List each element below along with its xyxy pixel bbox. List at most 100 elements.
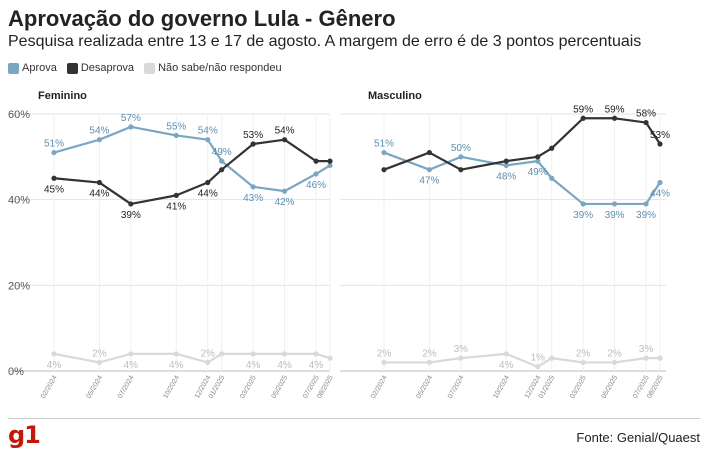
- data-point-desaprova: [173, 192, 179, 198]
- data-point-aprova: [426, 167, 433, 173]
- data-point-nao-sabe: [580, 359, 586, 366]
- series-line-desaprova: [383, 117, 661, 171]
- legend-label-nao-sabe: Não sabe/não respondeu: [158, 62, 282, 74]
- data-label-aprova: 42%: [275, 197, 295, 208]
- series-line-nao-sabe: [384, 352, 660, 368]
- legend-label-aprova: Aprova: [22, 62, 57, 74]
- data-label-nao-sabe: 2%: [422, 348, 437, 359]
- data-label-desaprova: 44%: [89, 189, 109, 200]
- data-label-aprova: 51%: [374, 139, 394, 150]
- data-label-aprova: 54%: [89, 126, 109, 137]
- data-point-aprova: [611, 201, 618, 207]
- data-label-aprova: 54%: [198, 126, 218, 137]
- data-point-desaprova: [128, 201, 134, 207]
- data-point-desaprova: [281, 137, 288, 143]
- x-tick-label: 07/2024: [447, 374, 466, 400]
- data-point-desaprova: [503, 158, 509, 164]
- data-point-aprova: [96, 137, 103, 143]
- legend-swatch-aprova: [8, 62, 19, 74]
- source-note: Fonte: Genial/Quaest: [576, 430, 700, 445]
- data-point-nao-sabe: [535, 364, 541, 370]
- data-point-nao-sabe: [96, 359, 103, 366]
- legend: Aprova Desaprova Não sabe/não respondeu: [8, 62, 282, 74]
- legend-item-nao-sabe: Não sabe/não respondeu: [144, 62, 282, 74]
- data-point-desaprova: [458, 167, 464, 173]
- data-point-desaprova: [327, 158, 333, 164]
- data-point-desaprova: [611, 115, 618, 121]
- data-point-nao-sabe: [205, 359, 211, 366]
- data-point-desaprova: [426, 149, 433, 156]
- data-label-aprova: 49%: [212, 147, 232, 158]
- series-line-aprova: [53, 125, 331, 193]
- y-tick-label: 0%: [8, 366, 24, 378]
- x-tick-label: 05/2024: [85, 374, 104, 400]
- data-point-aprova: [281, 188, 288, 194]
- data-label-nao-sabe: 2%: [377, 348, 392, 359]
- data-point-aprova: [580, 201, 586, 207]
- x-tick-label: 02/2024: [370, 374, 389, 400]
- x-tick-label: 03/2025: [239, 374, 258, 400]
- data-point-desaprova: [219, 167, 225, 173]
- data-point-desaprova: [643, 119, 649, 126]
- data-label-nao-sabe: 4%: [47, 360, 62, 371]
- data-point-aprova: [205, 137, 211, 143]
- data-point-aprova: [128, 124, 134, 130]
- data-label-nao-sabe: 2%: [92, 348, 107, 359]
- chart-area: Feminino 0% 20% 40% 60% 02/2024 05/2024 07/2024…: [8, 90, 670, 400]
- data-label-nao-sabe: 4%: [124, 360, 139, 371]
- data-point-desaprova: [96, 179, 103, 186]
- data-label-aprova: 46%: [306, 180, 326, 191]
- legend-swatch-desaprova: [66, 62, 78, 74]
- data-label-nao-sabe: 4%: [309, 360, 324, 371]
- x-tick-label: 05/2025: [601, 374, 620, 400]
- data-point-nao-sabe: [327, 355, 333, 361]
- g1-logo: g1: [8, 421, 41, 449]
- chart-subtitle: Pesquisa realizada entre 13 e 17 de agos…: [8, 33, 642, 50]
- data-label-desaprova: 44%: [198, 189, 218, 200]
- data-label-aprova: 44%: [650, 189, 670, 200]
- data-point-aprova: [381, 149, 387, 156]
- data-point-desaprova: [657, 141, 663, 147]
- y-tick-label: 60%: [8, 109, 30, 121]
- data-label-nao-sabe: 2%: [200, 348, 215, 359]
- data-label-desaprova: 59%: [605, 104, 625, 115]
- data-label-aprova: 55%: [166, 121, 186, 132]
- data-point-desaprova: [313, 158, 319, 164]
- data-label-nao-sabe: 4%: [246, 360, 261, 371]
- footer-divider: [8, 418, 700, 419]
- data-label-desaprova: 45%: [44, 184, 64, 195]
- data-point-nao-sabe: [611, 359, 618, 366]
- x-tick-label: 07/2024: [117, 374, 136, 400]
- data-label-desaprova: 39%: [121, 210, 141, 221]
- data-point-nao-sabe: [51, 351, 57, 357]
- data-point-aprova: [173, 132, 179, 139]
- data-point-desaprova: [250, 141, 256, 147]
- x-tick-label: 02/2024: [40, 374, 59, 400]
- x-tick-label: 05/2024: [415, 374, 434, 400]
- data-label-nao-sabe: 1%: [530, 353, 545, 364]
- legend-item-aprova: Aprova: [8, 62, 57, 74]
- data-point-desaprova: [580, 115, 586, 121]
- data-label-aprova: 48%: [496, 171, 516, 182]
- data-label-nao-sabe: 4%: [277, 360, 292, 371]
- data-point-nao-sabe: [128, 351, 134, 357]
- data-point-desaprova: [549, 145, 555, 151]
- data-point-aprova: [535, 158, 541, 164]
- data-label-aprova: 43%: [243, 193, 263, 204]
- data-point-nao-sabe: [281, 351, 288, 357]
- data-label-aprova: 50%: [451, 143, 471, 154]
- data-point-nao-sabe: [657, 355, 663, 361]
- data-point-nao-sabe: [549, 355, 555, 361]
- data-label-nao-sabe: 2%: [607, 348, 622, 359]
- x-tick-label: 10/2024: [492, 374, 511, 400]
- data-label-aprova: 51%: [44, 139, 64, 150]
- legend-swatch-nao-sabe: [144, 62, 156, 74]
- data-label-aprova: 39%: [605, 210, 625, 221]
- data-label-nao-sabe: 4%: [499, 360, 514, 371]
- data-point-aprova: [458, 154, 464, 160]
- data-label-desaprova: 41%: [166, 201, 186, 212]
- data-point-nao-sabe: [313, 351, 319, 357]
- x-tick-label: 05/2025: [271, 374, 290, 400]
- data-point-desaprova: [535, 154, 541, 160]
